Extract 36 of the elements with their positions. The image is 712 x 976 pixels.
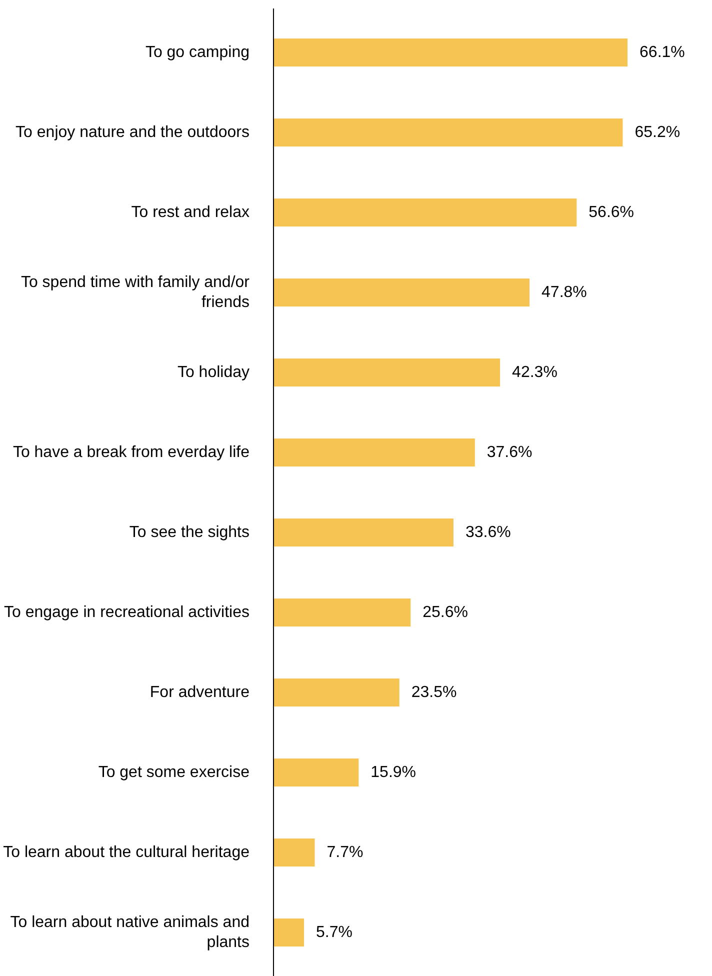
bar (274, 118, 623, 146)
data-label: 15.9% (370, 764, 416, 781)
y-tick-label: To see the sights (129, 524, 250, 541)
bar (274, 438, 475, 466)
y-tick-label: To enjoy nature and the outdoors (16, 124, 250, 141)
bar (274, 358, 500, 386)
data-label: 25.6% (422, 604, 468, 621)
data-label: 65.2% (634, 124, 680, 141)
data-label: 47.8% (542, 284, 587, 301)
data-label: 23.5% (411, 684, 457, 701)
y-tick-label: For adventure (150, 684, 250, 701)
data-label: 33.6% (465, 524, 511, 541)
y-tick-label: To holiday (177, 364, 250, 381)
bar (274, 198, 577, 226)
bar (274, 838, 315, 866)
y-tick-label: To learn about native animals and plants (10, 914, 250, 952)
bar (274, 598, 411, 626)
bar (274, 758, 359, 786)
y-tick-label: To learn about the cultural heritage (3, 844, 250, 861)
data-label: 42.3% (512, 364, 558, 381)
data-label: 7.7% (326, 844, 364, 861)
data-label: 5.7% (316, 924, 352, 941)
bar (274, 678, 400, 706)
bar (274, 278, 530, 306)
bar (274, 518, 454, 546)
y-tick-label: To go camping (145, 44, 250, 61)
y-tick-label: To spend time with family and/or friends (20, 274, 250, 312)
y-tick-label: To get some exercise (98, 764, 250, 781)
bar (274, 918, 304, 946)
data-label: 37.6% (486, 444, 532, 461)
y-tick-label: To engage in recreational activities (4, 604, 250, 621)
y-tick-label: To rest and relax (131, 204, 250, 221)
bar (274, 38, 628, 66)
y-tick-label: To have a break from everday life (12, 444, 250, 461)
data-label: 66.1% (640, 44, 685, 61)
data-label: 56.6% (588, 204, 634, 221)
